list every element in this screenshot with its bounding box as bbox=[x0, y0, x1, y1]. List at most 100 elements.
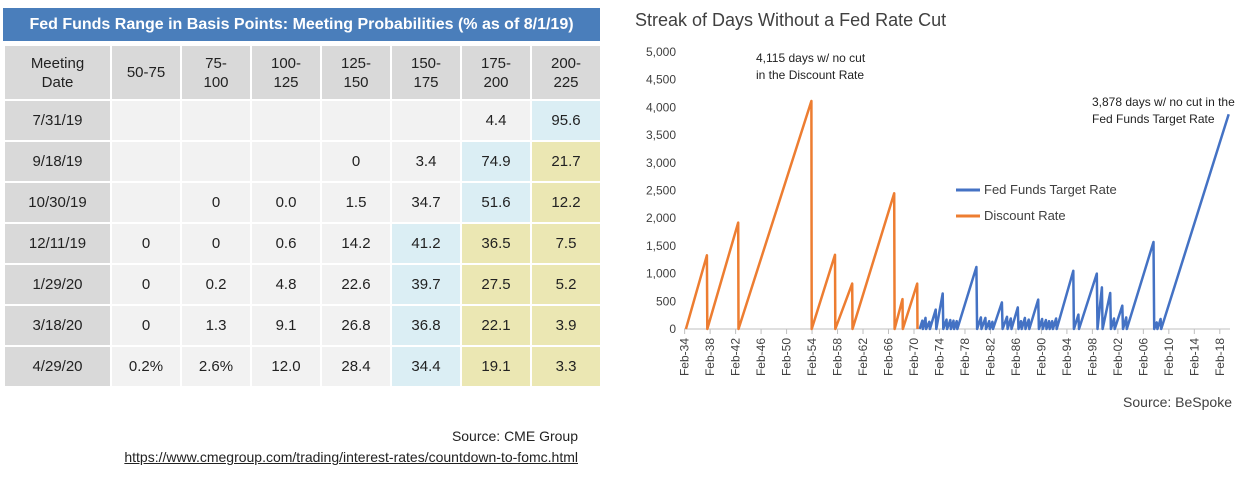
meeting-date-cell: 12/11/19 bbox=[3, 222, 112, 265]
column-header-text: Date bbox=[41, 73, 74, 91]
probability-cell: 95.6 bbox=[530, 99, 602, 142]
y-tick-label: 3,500 bbox=[646, 128, 676, 142]
probability-cell: 28.4 bbox=[320, 345, 392, 388]
probability-cell: 51.6 bbox=[460, 181, 532, 224]
table-row: 10/30/19 0 0.0 1.5 34.7 51.6 12.2 bbox=[3, 181, 602, 224]
y-tick-label: 1,500 bbox=[646, 239, 676, 253]
column-header: Meeting Date bbox=[3, 44, 112, 101]
column-header-text: 225 bbox=[553, 73, 579, 91]
probability-cell: 19.1 bbox=[460, 345, 532, 388]
column-header-text: Meeting bbox=[30, 54, 85, 72]
header-row: Meeting Date 50-75 75- 100 100- 125 125- 150 150-… bbox=[3, 44, 602, 101]
probability-cell: 1.3 bbox=[180, 304, 252, 347]
probability-cell: 1.5 bbox=[320, 181, 392, 224]
table-row: 7/31/19 4.4 95.6 bbox=[3, 99, 602, 142]
probability-cell bbox=[180, 99, 252, 142]
probability-cell: 0 bbox=[110, 304, 182, 347]
meeting-date-cell: 10/30/19 bbox=[3, 181, 112, 224]
column-header-text: 150- bbox=[410, 54, 442, 72]
x-tick-label: Feb-06 bbox=[1136, 338, 1150, 376]
probability-cell: 27.5 bbox=[460, 263, 532, 306]
probability-cell bbox=[110, 99, 182, 142]
x-tick-label: Feb-86 bbox=[1009, 338, 1023, 376]
probability-cell: 12.2 bbox=[530, 181, 602, 224]
fed-funds-series-line bbox=[918, 113, 1230, 331]
x-tick-label: Feb-90 bbox=[1034, 338, 1048, 376]
probability-cell: 0 bbox=[180, 222, 252, 265]
x-tick-label: Feb-70 bbox=[907, 338, 921, 376]
y-tick-label: 5,000 bbox=[646, 45, 676, 59]
y-tick-label: 3,000 bbox=[646, 156, 676, 170]
probability-cell: 3.4 bbox=[390, 140, 462, 183]
column-header-text: 150 bbox=[343, 73, 369, 91]
x-tick-label: Feb-94 bbox=[1060, 338, 1074, 376]
table-row: 9/18/19 0 3.4 74.9 21.7 bbox=[3, 140, 602, 183]
source-bespoke: Source: BeSpoke bbox=[1123, 394, 1232, 410]
column-header-text: 175 bbox=[413, 73, 439, 91]
column-header-text: 100- bbox=[270, 54, 302, 72]
y-tick-label: 1,000 bbox=[646, 267, 676, 281]
probability-cell bbox=[250, 140, 322, 183]
x-tick-label: Feb-02 bbox=[1111, 338, 1125, 376]
probability-cell: 0.6 bbox=[250, 222, 322, 265]
x-tick-label: Feb-62 bbox=[856, 338, 870, 376]
probability-cell: 0 bbox=[180, 181, 252, 224]
probability-cell: 14.2 bbox=[320, 222, 392, 265]
probability-cell: 2.6% bbox=[180, 345, 252, 388]
source-cme: Source: CME Group bbox=[451, 428, 578, 444]
column-header-text: 200- bbox=[550, 54, 582, 72]
probability-cell: 41.2 bbox=[390, 222, 462, 265]
x-tick-label: Feb-54 bbox=[805, 338, 819, 376]
probability-cell: 4.8 bbox=[250, 263, 322, 306]
source-url-link[interactable]: https://www.cmegroup.com/trading/interes… bbox=[124, 449, 578, 465]
column-header: 125- 150 bbox=[320, 44, 392, 101]
column-header-text: 175- bbox=[480, 54, 512, 72]
probability-cell: 9.1 bbox=[250, 304, 322, 347]
probability-cell: 36.5 bbox=[460, 222, 532, 265]
probability-table: Meeting Date 50-75 75- 100 100- 125 125- 150 150-… bbox=[3, 44, 602, 388]
column-header-text: 200 bbox=[483, 73, 509, 91]
table-title: Fed Funds Range in Basis Points: Meeting… bbox=[3, 8, 600, 41]
y-tick-label: 2,500 bbox=[646, 184, 676, 198]
meeting-date-cell: 4/29/20 bbox=[3, 345, 112, 388]
x-tick-label: Feb-66 bbox=[882, 338, 896, 376]
y-tick-label: 2,000 bbox=[646, 211, 676, 225]
probability-cell bbox=[320, 99, 392, 142]
x-tick-label: Feb-38 bbox=[703, 338, 717, 376]
probability-cell: 3.9 bbox=[530, 304, 602, 347]
discount-rate-series-line bbox=[684, 99, 919, 331]
probability-cell: 26.8 bbox=[320, 304, 392, 347]
table-row: 12/11/19 0 0 0.6 14.2 41.2 36.5 7.5 bbox=[3, 222, 602, 265]
probability-cell: 4.4 bbox=[460, 99, 532, 142]
column-header-text: 50-75 bbox=[126, 64, 166, 81]
probability-cell: 5.2 bbox=[530, 263, 602, 306]
x-tick-label: Feb-98 bbox=[1085, 338, 1099, 376]
legend-label: Discount Rate bbox=[984, 208, 1066, 223]
annotation-text: 3,878 days w/ no cut in the bbox=[1092, 95, 1235, 109]
column-header-text: 125- bbox=[340, 54, 372, 72]
probability-cell: 0.2 bbox=[180, 263, 252, 306]
probability-cell bbox=[110, 140, 182, 183]
table-row: 4/29/20 0.2% 2.6% 12.0 28.4 34.4 19.1 3.3 bbox=[3, 345, 602, 388]
probability-cell: 74.9 bbox=[460, 140, 532, 183]
legend-label: Fed Funds Target Rate bbox=[984, 182, 1117, 197]
meeting-date-cell: 3/18/20 bbox=[3, 304, 112, 347]
x-tick-label: Feb-34 bbox=[678, 338, 692, 376]
probability-cell: 0.0 bbox=[250, 181, 322, 224]
probability-cell: 22.6 bbox=[320, 263, 392, 306]
column-header: 50-75 bbox=[110, 44, 182, 101]
probability-cell: 12.0 bbox=[250, 345, 322, 388]
x-tick-label: Feb-50 bbox=[780, 338, 794, 376]
probability-cell: 21.7 bbox=[530, 140, 602, 183]
column-header-text: 100 bbox=[203, 73, 229, 91]
x-tick-label: Feb-14 bbox=[1187, 338, 1201, 376]
probability-cell: 7.5 bbox=[530, 222, 602, 265]
annotation-text: Fed Funds Target Rate bbox=[1092, 112, 1215, 126]
probability-cell: 3.3 bbox=[530, 345, 602, 388]
table-row: 3/18/20 0 1.3 9.1 26.8 36.8 22.1 3.9 bbox=[3, 304, 602, 347]
column-header: 200- 225 bbox=[530, 44, 602, 101]
column-header: 100- 125 bbox=[250, 44, 322, 101]
probability-panel: Fed Funds Range in Basis Points: Meeting… bbox=[3, 8, 602, 388]
probability-cell: 0.2% bbox=[110, 345, 182, 388]
column-header-text: 75- bbox=[205, 54, 227, 72]
